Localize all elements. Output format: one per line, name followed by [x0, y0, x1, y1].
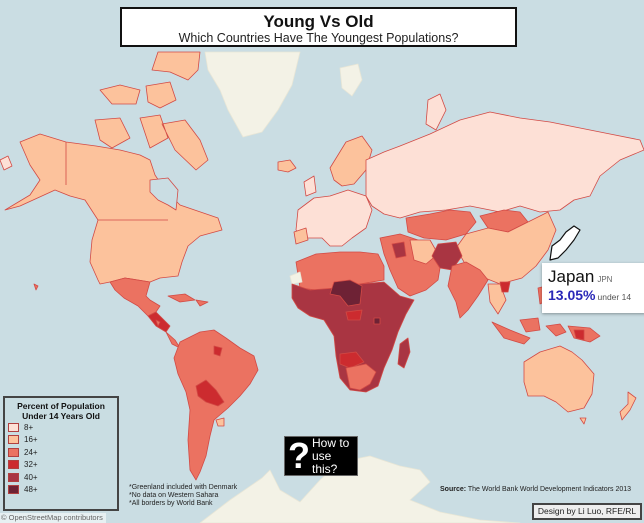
- russia: [365, 111, 644, 219]
- country-tooltip: Japan JPN 13.05% under 14: [542, 263, 644, 313]
- osm-attribution[interactable]: © OpenStreetMap contributors: [0, 513, 106, 523]
- north-america-north: [4, 133, 223, 285]
- india: [447, 261, 489, 319]
- mexico: [109, 277, 161, 317]
- legend-item: 16+: [8, 434, 117, 447]
- title-box: Young Vs Old Which Countries Have The Yo…: [120, 7, 517, 47]
- tooltip-country-name: Japan: [548, 267, 595, 286]
- sub-saharan-africa: [291, 281, 415, 393]
- tooltip-value: 13.05%: [548, 287, 596, 303]
- page-title: Young Vs Old: [263, 12, 374, 31]
- legend: Percent of Population Under 14 Years Old…: [3, 396, 119, 511]
- legend-item: 32+: [8, 459, 117, 472]
- legend-swatch: [8, 460, 19, 470]
- source-note: Source: The World Bank World Development…: [440, 486, 632, 493]
- design-credit: Design by Li Luo, RFE/RL: [532, 503, 642, 520]
- tooltip-country-code: JPN: [597, 275, 613, 284]
- legend-swatch: [8, 435, 19, 445]
- page-subtitle: Which Countries Have The Youngest Popula…: [178, 31, 459, 45]
- how-to-use-button[interactable]: ? How to use this?: [284, 436, 358, 476]
- legend-swatch: [8, 485, 19, 495]
- legend-item: 48+: [8, 484, 117, 497]
- tooltip-unit: under 14: [597, 292, 632, 302]
- legend-swatch: [8, 447, 19, 457]
- central-asia: [405, 209, 477, 241]
- greenland: [204, 51, 301, 138]
- legend-item: 24+: [8, 446, 117, 459]
- canada-islands: [94, 51, 209, 171]
- south-africa: [345, 363, 377, 391]
- bolivia-paraguay: [195, 379, 225, 407]
- europe-west: [295, 189, 373, 247]
- niger-chad: [329, 279, 363, 307]
- legend-swatch: [8, 472, 19, 482]
- legend-swatch: [8, 422, 19, 432]
- question-mark-icon: ?: [288, 435, 310, 476]
- japan-highlight: [549, 225, 581, 261]
- legend-title: Percent of Population Under 14 Years Old: [17, 401, 105, 421]
- legend-item: 40+: [8, 471, 117, 484]
- footnotes: *Greenland included with Denmark *No dat…: [129, 484, 238, 507]
- australia: [523, 345, 595, 413]
- legend-item: 8+: [8, 421, 117, 434]
